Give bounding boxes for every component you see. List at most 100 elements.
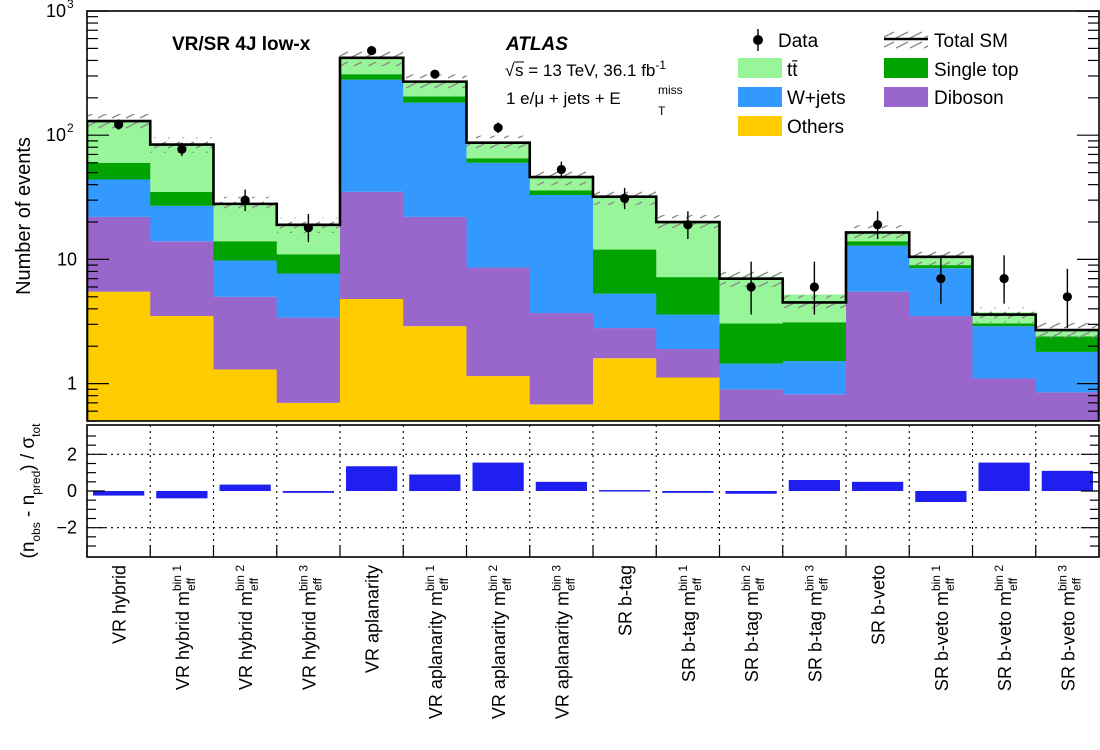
significance-bar-10 [725, 491, 777, 494]
selection-text: 1 e/μ + jets + E [506, 89, 621, 108]
x-tick-label-15: SR b-veto mbin 3eff [1055, 565, 1083, 691]
sqrt-symbol: √ [505, 61, 515, 80]
legend-entry-total-sm: Total SM [884, 29, 1008, 52]
significance-panel: −2 0 2 (nobs - npred) / σtot [18, 423, 1100, 559]
x-tick-label-5: VR aplanarity mbin 1eff [423, 565, 451, 719]
main-y-tick-exponent-100: 2 [67, 121, 74, 135]
significance-bar-15 [1041, 470, 1093, 491]
legend-swatch-ttbar [738, 58, 782, 78]
x-tick-label-8: SR b-tag [616, 565, 636, 636]
significance-bar-1 [156, 491, 208, 499]
bar-single-top-14 [972, 323, 1037, 327]
bar-wjets-8 [593, 293, 657, 329]
significance-bar-13 [915, 491, 967, 502]
bar-others-1 [150, 316, 215, 421]
bar-others-0 [87, 291, 151, 421]
bar-diboson-10 [719, 389, 784, 421]
legend-entry-data: Data [753, 29, 819, 52]
bar-others-5 [403, 326, 468, 421]
significance-y-axis: −2 0 2 [56, 435, 1099, 547]
x-tick-label-10: SR b-tag mbin 2eff [739, 565, 767, 682]
bar-single-top-0 [87, 162, 151, 180]
data-marker [999, 274, 1009, 284]
x-tick-label-14: SR b-veto mbin 2eff [992, 565, 1020, 691]
bar-diboson-14 [972, 378, 1037, 421]
bar-single-top-7 [529, 190, 594, 196]
data-marker [303, 223, 313, 233]
legend-label-diboson: Diboson [934, 88, 1004, 109]
significance-bars [93, 462, 1093, 502]
x-tick-label-11: SR b-tag mbin 3eff [802, 565, 830, 682]
data-point-13 [936, 255, 946, 304]
bar-others-9 [656, 377, 721, 421]
data-points [114, 45, 1072, 329]
data-point-8 [620, 187, 630, 210]
bar-diboson-3 [276, 317, 341, 403]
bar-diboson-6 [466, 267, 531, 377]
data-point-12 [873, 211, 883, 239]
data-marker [1062, 292, 1072, 302]
bar-single-top-8 [593, 249, 657, 294]
bar-wjets-9 [656, 314, 721, 349]
legend: Data Total SM tt̄ Single top W+jets [738, 29, 1019, 138]
bar-wjets-7 [529, 195, 594, 314]
data-marker [114, 119, 124, 130]
significance-bar-5 [409, 474, 461, 491]
main-y-tick-exponent-1000: 3 [67, 0, 74, 11]
data-marker [809, 282, 819, 292]
bar-wjets-3 [276, 273, 341, 318]
bar-wjets-10 [719, 363, 784, 390]
x-tick-labels: VR hybrid VR hybrid mbin 1eff VR hybrid mb… [86, 545, 1100, 719]
bar-single-top-10 [719, 323, 784, 364]
data-marker [493, 123, 503, 133]
x-tick-label-13: SR b-veto mbin 1eff [929, 565, 957, 691]
significance-bar-0 [93, 491, 145, 496]
legend-swatch-wjets [738, 87, 782, 107]
bar-single-top-1 [150, 191, 215, 206]
bar-diboson-11 [782, 394, 847, 421]
significance-bar-8 [599, 490, 651, 492]
data-marker [430, 69, 440, 79]
legend-entry-wjets: W+jets [738, 87, 846, 109]
legend-swatch-diboson [884, 87, 928, 107]
bar-wjets-0 [87, 179, 151, 217]
data-marker [873, 220, 883, 230]
legend-label-others: Others [787, 117, 844, 138]
legend-label-wjets: W+jets [787, 88, 846, 109]
significance-y-label: (nobs - npred) / σtot [18, 423, 43, 559]
bar-others-2 [213, 369, 278, 421]
data-point-9 [683, 211, 693, 239]
significance-bar-7 [535, 481, 587, 491]
x-tick-label-6: VR aplanarity mbin 2eff [486, 565, 514, 719]
bar-diboson-8 [593, 328, 657, 359]
data-point-6 [493, 122, 503, 133]
bar-diboson-9 [656, 348, 721, 378]
legend-label-data: Data [778, 31, 819, 52]
data-marker [177, 144, 187, 154]
bar-wjets-2 [213, 260, 278, 297]
stacked-bars [87, 57, 1099, 421]
significance-bar-3 [282, 491, 334, 493]
bar-single-top-6 [466, 158, 531, 163]
data-point-2 [240, 189, 250, 212]
data-marker [240, 195, 250, 205]
significance-gridlines [87, 425, 1099, 557]
data-point-1 [177, 142, 187, 157]
legend-data-marker [753, 35, 763, 45]
data-marker [683, 220, 693, 230]
significance-y-tick-label--2: −2 [56, 518, 77, 538]
legend-entry-diboson: Diboson [884, 87, 1004, 109]
x-tick-label-3: VR hybrid mbin 3eff [296, 565, 324, 690]
x-tick-label-12: SR b-veto [869, 565, 889, 645]
region-title: VR/SR 4J low-x [172, 34, 311, 55]
bar-single-top-5 [403, 96, 468, 103]
bar-wjets-1 [150, 205, 215, 242]
bar-single-top-11 [782, 322, 847, 362]
bar-single-top-3 [276, 254, 341, 274]
data-marker [746, 282, 756, 292]
bar-diboson-15 [1035, 392, 1099, 421]
experiment-label: ATLAS [505, 34, 568, 55]
x-tick-label-9: SR b-tag mbin 1eff [676, 565, 704, 682]
bar-single-top-15 [1035, 336, 1099, 352]
